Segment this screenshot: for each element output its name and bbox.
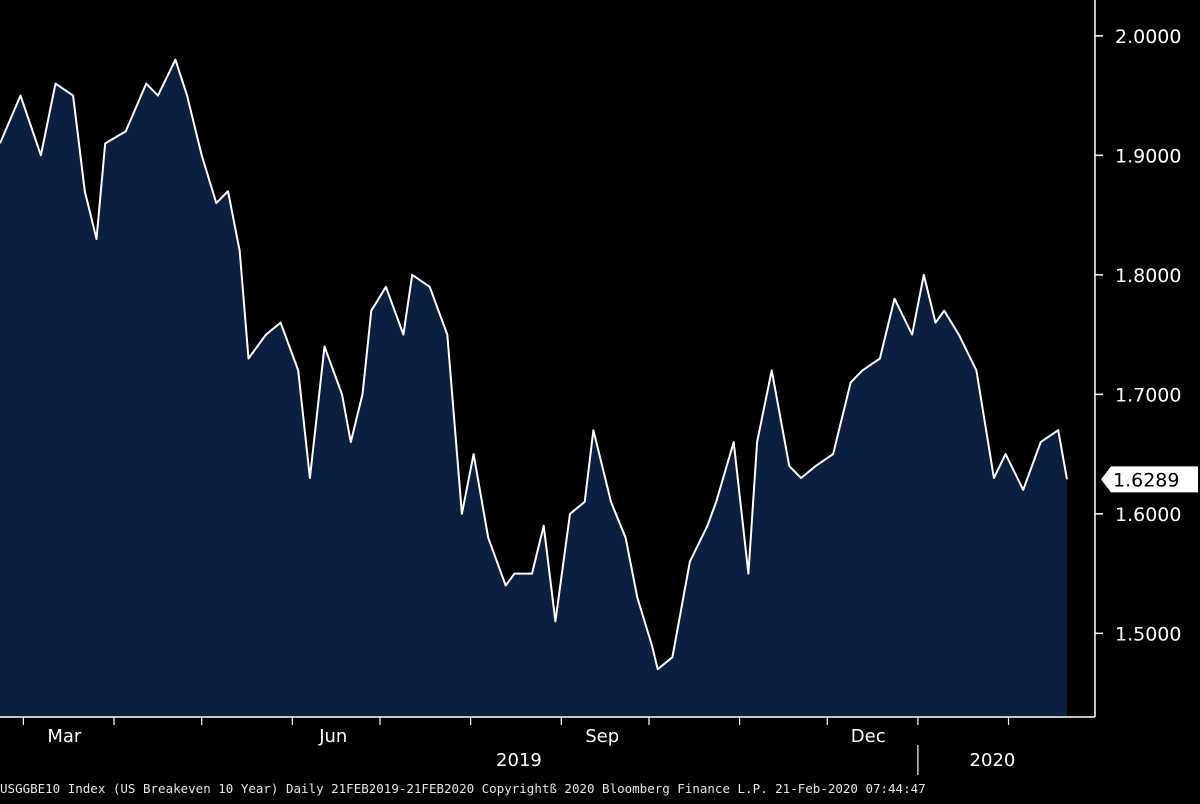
y-tick-label: 1.7000 (1115, 384, 1181, 406)
x-year-label: 2020 (970, 750, 1016, 771)
chart-footer-caption: USGGBE10 Index (US Breakeven 10 Year) Da… (0, 778, 1200, 800)
y-tick-label: 1.6000 (1115, 504, 1181, 526)
x-month-label: Dec (851, 726, 886, 747)
x-month-label: Sep (585, 726, 619, 747)
y-tick-label: 2.0000 (1115, 26, 1181, 48)
y-tick-label: 1.9000 (1115, 145, 1181, 167)
last-value-label: 1.6289 (1113, 469, 1179, 491)
x-month-label: Mar (47, 726, 82, 747)
series-area-fill (0, 60, 1067, 717)
x-month-label: Jun (318, 726, 347, 747)
y-tick-label: 1.8000 (1115, 265, 1181, 287)
x-year-label: 2019 (496, 750, 542, 771)
y-tick-label: 1.5000 (1115, 623, 1181, 645)
